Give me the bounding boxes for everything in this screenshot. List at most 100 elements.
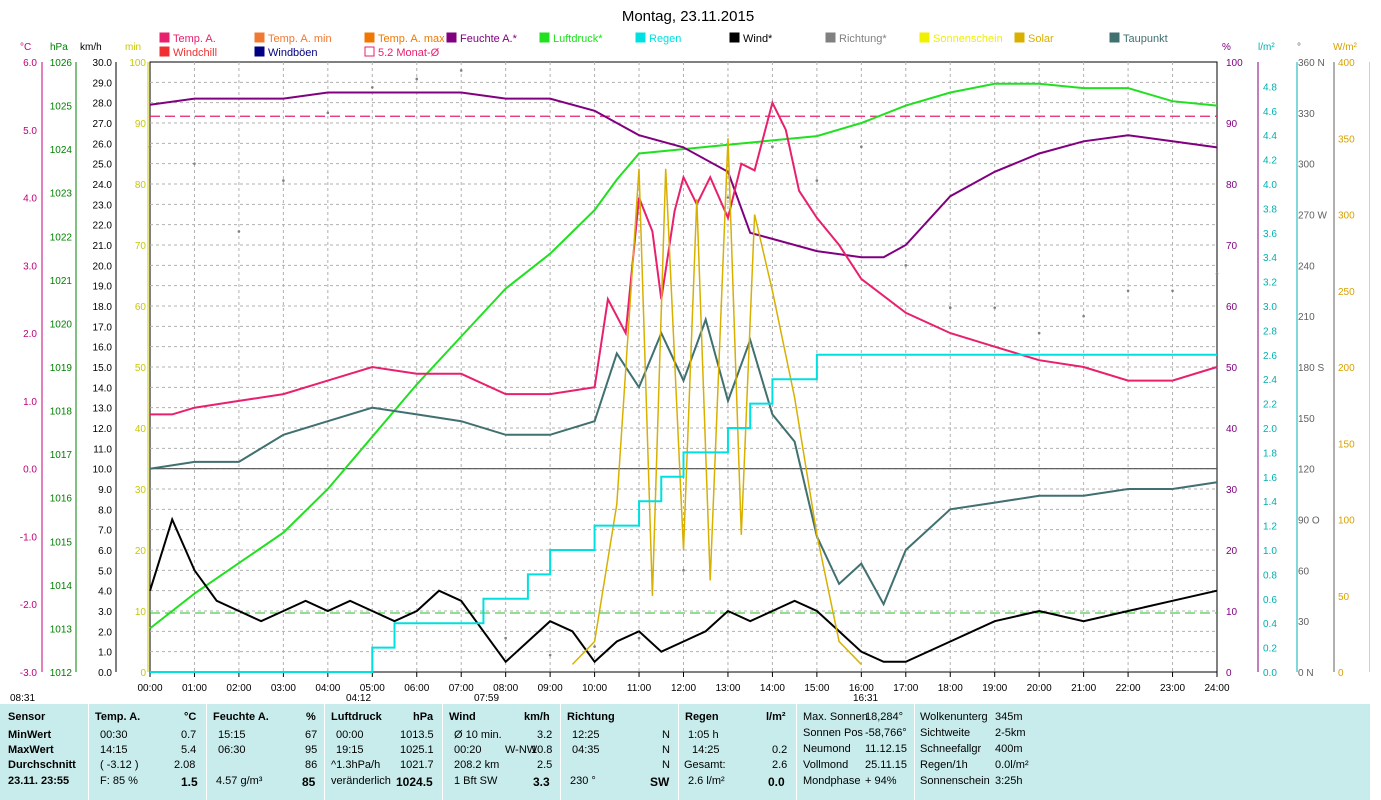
- rain-unit: l/m²: [766, 711, 786, 723]
- direction-point: [726, 196, 730, 199]
- solar-tick: 0: [1338, 668, 1344, 679]
- pressure-unit: hPa: [413, 711, 434, 723]
- sun-marker-left: 08:31: [10, 693, 35, 704]
- minutes-tick: 80: [135, 180, 147, 191]
- minutes-tick: 30: [135, 485, 147, 496]
- minutes-tick: 90: [135, 119, 147, 130]
- legend-label: Regen: [649, 33, 681, 45]
- pressure-tick: 1026: [50, 58, 73, 69]
- temp-unit-label: °C: [20, 42, 31, 53]
- moon-rise-marker: 04:12: [346, 693, 371, 704]
- temp-avg-note: ( -3.12 ): [100, 759, 139, 771]
- time-tick: 12:00: [671, 683, 696, 694]
- direction-point: [1082, 314, 1085, 318]
- pressure-tick: 1013: [50, 624, 73, 635]
- time-tick: 08:00: [493, 683, 518, 694]
- wind-tick: 29.0: [93, 78, 113, 89]
- wind-tick: 4.0: [98, 587, 112, 598]
- rain-tick: 4.4: [1263, 131, 1277, 142]
- minutes-tick: 100: [129, 58, 146, 69]
- time-tick: 21:00: [1071, 683, 1096, 694]
- time-tick: 23:00: [1160, 683, 1185, 694]
- wind-max-direction: W-NW: [505, 744, 538, 756]
- temp-avg: 2.08: [174, 759, 196, 771]
- series-line-taupunkt: [149, 316, 1218, 607]
- humidity-avg: 86: [305, 759, 318, 771]
- rain-max: 0.2: [772, 744, 788, 756]
- rain-tick: 2.8: [1263, 326, 1277, 337]
- direction-min: N: [662, 729, 670, 741]
- rain-tick: 0.8: [1263, 570, 1277, 581]
- pressure-header: Luftdruck: [331, 711, 382, 723]
- rain-tick: 3.6: [1263, 229, 1277, 240]
- rain-tick: 0.4: [1263, 619, 1277, 630]
- direction-point: [904, 264, 908, 267]
- temp-min: 0.7: [181, 729, 197, 741]
- direction-tick: 150: [1298, 414, 1315, 425]
- wind-tick: 7.0: [98, 526, 112, 537]
- legend-label: Temp. A. max: [378, 33, 445, 45]
- chart-legend: Temp. A. Temp. A. min Temp. A. max Feuchte …: [159, 32, 1168, 59]
- humidity-tick: 90: [1226, 119, 1238, 130]
- direction-point: [237, 230, 241, 233]
- temp-max-time: 14:15: [100, 744, 128, 756]
- direction-min-time: 12:25: [572, 729, 600, 741]
- rain-tick: 4.0: [1263, 180, 1277, 191]
- wind-tick: 14.0: [93, 383, 113, 394]
- direction-point: [637, 636, 641, 640]
- humidity-unit: %: [306, 711, 316, 723]
- direction-max: N: [662, 744, 670, 756]
- minutes-tick: 40: [135, 424, 147, 435]
- astro-value: 25.11.15: [865, 759, 908, 771]
- wind-tick: 18.0: [93, 302, 113, 313]
- wind-tick: 6.0: [98, 546, 112, 557]
- legend-swatch: [1109, 32, 1120, 43]
- window-edge: [1370, 0, 1381, 800]
- humidity-tick: 80: [1226, 180, 1238, 191]
- humidity-tick: 30: [1226, 485, 1238, 496]
- legend-label: Richtung*: [839, 33, 887, 45]
- direction-tick: 360 N: [1298, 58, 1325, 69]
- astro-value: + 94%: [865, 775, 897, 787]
- humidity-max-time: 06:30: [218, 744, 246, 756]
- temp-tick: 6.0: [23, 58, 37, 69]
- time-axis: 00:00 01:00 02:00 03:00 04:00 05:00 06:00 07:00…: [10, 672, 1230, 704]
- legend-label: Wind*: [743, 33, 773, 45]
- misc-label: Wolkenunterg: [920, 711, 988, 723]
- rain-tick: 1.2: [1263, 522, 1277, 533]
- humidity-header: Feuchte A.: [213, 711, 269, 723]
- temp-tick: -2.0: [20, 600, 38, 611]
- legend-swatch: [539, 32, 550, 43]
- wind-tick: 0.0: [98, 668, 112, 679]
- pressure-trend: ^1.3hPa/h: [331, 759, 381, 771]
- pressure-tick: 1016: [50, 494, 73, 505]
- wind-tick: 27.0: [93, 119, 113, 130]
- minutes-tick: 0: [140, 668, 146, 679]
- direction-point: [1037, 331, 1041, 335]
- legend-label: Solar: [1028, 33, 1054, 45]
- solar-tick: 350: [1338, 134, 1355, 145]
- rain-tick: 2.6: [1263, 351, 1277, 362]
- direction-unit-label: °: [1297, 42, 1301, 53]
- wind-header: Wind: [449, 711, 476, 723]
- rain-tick: 1.4: [1263, 497, 1277, 508]
- misc-value: 2-5km: [995, 727, 1026, 739]
- legend-swatch: [254, 46, 265, 57]
- humidity-absolute: 4.57 g/m³: [216, 775, 263, 787]
- astro-label: Vollmond: [803, 759, 849, 771]
- chart-grid: [149, 61, 1218, 673]
- minutes-unit-label: min: [125, 42, 141, 53]
- direction-tick: 180 S: [1298, 363, 1324, 374]
- humidity-unit-label: %: [1222, 42, 1231, 53]
- astro-label: Max. Sonnen: [803, 711, 868, 723]
- direction-point: [1171, 289, 1174, 293]
- minutes-tick: 50: [135, 363, 147, 374]
- direction-point: [948, 306, 952, 309]
- pressure-max-time: 19:15: [336, 744, 364, 756]
- time-tick: 00:00: [137, 683, 162, 694]
- max-row-label: MaxWert: [8, 744, 54, 756]
- wind-tick: 16.0: [93, 343, 113, 354]
- time-tick: 02:00: [226, 683, 251, 694]
- wind-tick: 28.0: [93, 99, 113, 110]
- solar-tick: 250: [1338, 287, 1355, 298]
